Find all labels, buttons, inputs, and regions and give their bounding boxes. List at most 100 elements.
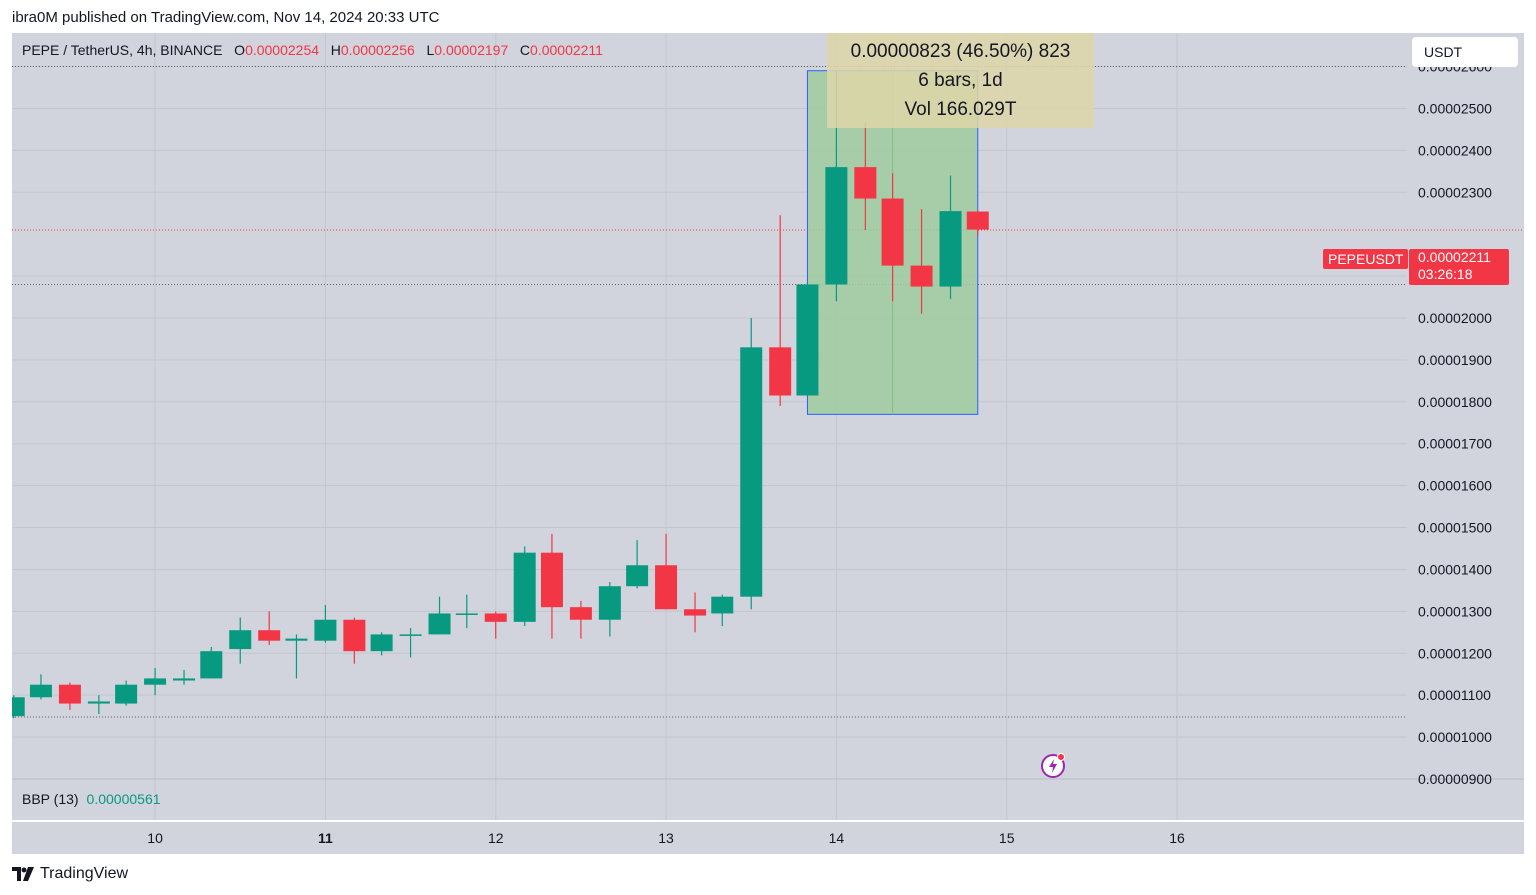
- candle-body: [881, 198, 904, 266]
- candle: [881, 173, 904, 302]
- candle: [115, 680, 138, 706]
- y-tick-label: 0.00002400: [1418, 142, 1492, 158]
- bar-countdown: 03:26:18: [1418, 266, 1473, 282]
- candle: [87, 695, 110, 715]
- price-axis[interactable]: 0.000026000.000025000.000024000.00002300…: [1418, 59, 1492, 787]
- candle-body: [825, 167, 848, 285]
- candle-body: [173, 678, 196, 681]
- candle-body: [229, 630, 252, 650]
- candle: [910, 209, 933, 314]
- candle-body: [12, 697, 25, 717]
- candle: [513, 546, 536, 627]
- y-tick-label: 0.00001700: [1418, 436, 1492, 452]
- candle-body: [796, 284, 819, 396]
- x-tick-label: 11: [318, 830, 333, 846]
- candle-body: [684, 609, 707, 616]
- x-tick-label: 16: [1169, 830, 1185, 846]
- candle: [684, 592, 707, 633]
- candle-body: [200, 651, 223, 679]
- candle-body: [854, 167, 877, 199]
- time-axis[interactable]: 10 11 12 13 14 15 16: [147, 830, 1185, 846]
- candle: [655, 533, 678, 610]
- candle: [939, 175, 962, 300]
- candle: [144, 667, 167, 696]
- y-tick-label: 0.00001600: [1418, 478, 1492, 494]
- indicator-legend[interactable]: BBP (13) 0.00000561: [22, 791, 161, 807]
- y-tick-label: 0.00001200: [1418, 645, 1492, 661]
- candle-body: [87, 701, 110, 704]
- candle-body: [455, 613, 478, 615]
- candle-body: [58, 684, 81, 704]
- horizontal-lines: [12, 66, 1524, 718]
- chart-pane[interactable]: 0.000026000.000025000.000024000.00002300…: [12, 33, 1524, 854]
- candle-body: [598, 586, 621, 620]
- y-tick-label: 0.00001900: [1418, 352, 1492, 368]
- candle: [796, 282, 819, 396]
- tradingview-logo-icon: [12, 867, 34, 881]
- candle: [711, 594, 734, 627]
- candlestick-chart[interactable]: 0.000026000.000025000.000024000.00002300…: [12, 33, 1524, 854]
- y-tick-label: 0.00001100: [1418, 687, 1491, 703]
- candle: [569, 600, 592, 639]
- candle: [769, 215, 792, 406]
- candle-body: [540, 552, 563, 608]
- candle-body: [966, 211, 989, 230]
- measure-change: 0.00000823 (46.50%) 823: [850, 41, 1071, 62]
- candle: [854, 123, 877, 230]
- last-price-value: 0.00002211: [1418, 249, 1491, 265]
- candle: [258, 611, 281, 645]
- candle-body: [910, 265, 933, 287]
- candle-body: [144, 678, 167, 685]
- candle: [626, 540, 649, 589]
- candle: [370, 632, 393, 656]
- open-value: 0.00002254: [245, 42, 320, 58]
- measure-bars: 6 bars, 1d: [918, 70, 1003, 91]
- candle-body: [370, 634, 393, 652]
- ohlc-legend: PEPE / TetherUS, 4h, BINANCE O0.00002254…: [22, 42, 603, 58]
- candle-body: [513, 552, 536, 622]
- y-tick-label: 0.00002500: [1418, 100, 1492, 116]
- x-tick-label: 12: [488, 830, 504, 846]
- candle-body: [769, 347, 792, 396]
- tradingview-brand[interactable]: TradingView: [12, 865, 128, 883]
- x-tick-label: 14: [829, 830, 845, 846]
- candle-body: [314, 619, 337, 641]
- published-header: ibra0M published on TradingView.com, Nov…: [12, 9, 440, 26]
- candle: [598, 582, 621, 637]
- candle-body: [484, 613, 507, 622]
- candle-body: [428, 613, 451, 635]
- candle-body: [258, 630, 281, 641]
- symbol-label[interactable]: PEPE / TetherUS, 4h, BINANCE: [22, 42, 223, 58]
- candle: [29, 674, 52, 700]
- candle: [540, 533, 563, 639]
- close-label: C: [519, 42, 531, 58]
- candle-body: [711, 596, 734, 614]
- candle-body: [740, 347, 763, 597]
- y-tick-label: 0.00001800: [1418, 394, 1492, 410]
- candle: [399, 628, 422, 658]
- candle-body: [343, 619, 366, 652]
- lightning-bolt-icon[interactable]: [1040, 752, 1068, 780]
- candle-body: [399, 634, 422, 636]
- candle: [200, 646, 223, 679]
- candle: [343, 617, 366, 664]
- grid: [12, 33, 1524, 822]
- close-value: 0.00002211: [530, 42, 603, 58]
- y-tick-label: 0.00001500: [1418, 520, 1492, 536]
- symbol-price-label: PEPEUSDT: [1323, 249, 1409, 269]
- low-value: 0.00002197: [434, 42, 509, 58]
- candle: [58, 682, 81, 710]
- candle: [12, 695, 25, 719]
- y-tick-label: 0.00002300: [1418, 184, 1492, 200]
- candles: [12, 70, 989, 719]
- candle: [484, 611, 507, 639]
- candle-body: [939, 211, 962, 287]
- open-label: O: [234, 42, 246, 58]
- currency-selector-button[interactable]: USDT: [1412, 37, 1518, 67]
- candle-body: [285, 638, 308, 641]
- candle: [173, 670, 196, 685]
- candle: [428, 596, 451, 635]
- candle: [740, 317, 763, 610]
- candle-body: [626, 565, 649, 587]
- measure-tooltip: 0.00000823 (46.50%) 823 6 bars, 1d Vol 1…: [827, 33, 1094, 128]
